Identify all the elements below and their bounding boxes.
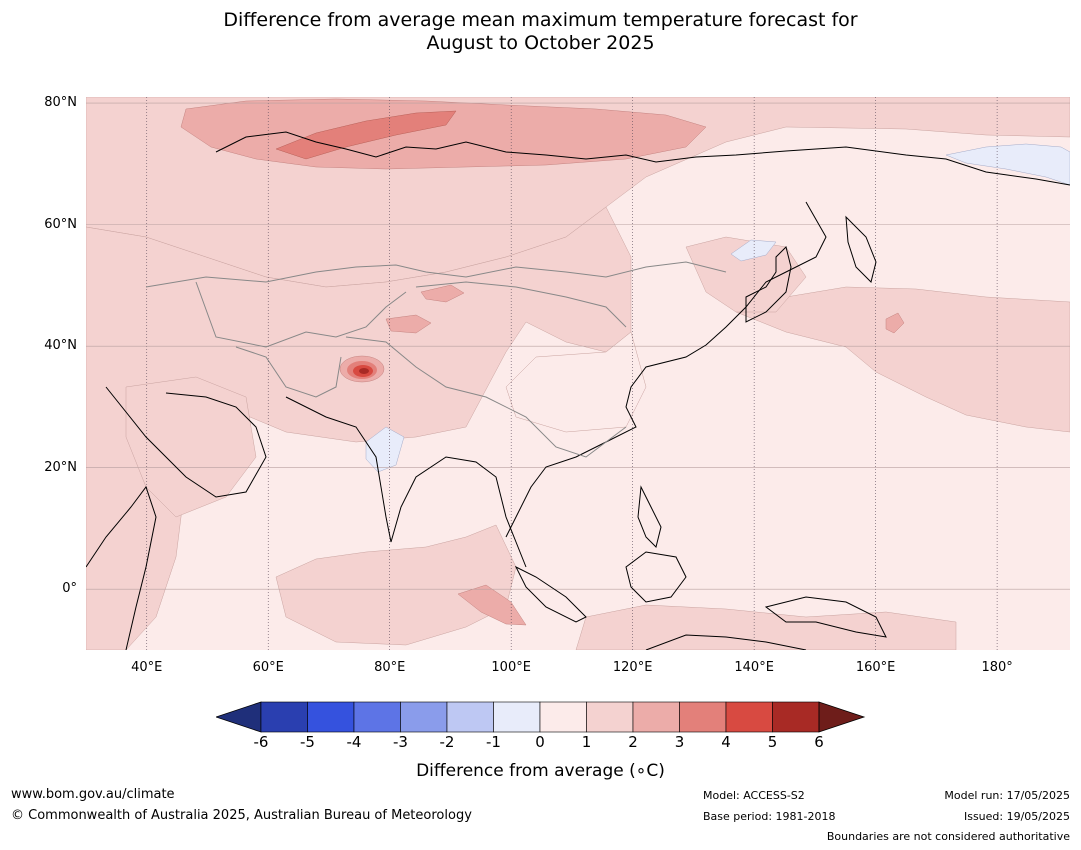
website-link[interactable]: www.bom.gov.au/climate [11,787,175,802]
copyright-text: © Commonwealth of Australia 2025, Austra… [11,808,472,823]
border-mongolia [415,281,627,328]
colorbar-tick-label: 5 [767,733,778,751]
colorbar-segment [679,701,727,733]
colorbar-segment [539,701,587,733]
border-russia-south [145,261,727,288]
lon-label: 140°E [734,660,774,675]
coastline-philippines [637,485,662,548]
colorbar-segment [493,701,541,733]
country-borders [145,261,727,458]
disclaimer-text: Boundaries are not considered authoritat… [826,830,1070,843]
lon-label: 160°E [855,660,896,675]
anomaly-japan-strip [685,236,807,313]
anomaly-mongolia-small [420,284,465,303]
coastline-borneo [625,551,687,603]
colorbar-segment [353,701,401,733]
anomaly-tibet-hotspot [339,355,385,383]
anomaly-india-cool [365,426,405,473]
colorbar-segment [586,701,634,733]
colorbar-tick-label: -3 [393,733,408,751]
colorbar-tick-label: 3 [674,733,685,751]
colorbar-tick-label: 0 [535,733,545,751]
border-kazakhstan [195,281,407,348]
colorbar-extend-high [818,701,866,733]
anomaly-png-band [575,604,957,650]
model-text: Model: ACCESS-S2 [703,789,805,802]
lat-label: 0° [62,581,77,597]
anomaly-northwest-russia-peak [275,110,457,160]
coastline-japan [745,246,792,323]
border-china [345,336,627,458]
colorbar-tick-label: 2 [628,733,638,751]
coastline-south-asia [285,396,527,568]
anomaly-arabia [125,376,257,518]
colorbar-segment [725,701,773,733]
colorbar-title: Difference from average (∘C) [416,761,665,781]
lon-label: 80°E [374,660,406,675]
colorbar-segment [772,701,820,733]
map-canvas [86,97,1070,650]
colorbar-segment [260,701,308,733]
title-line-1: Difference from average mean maximum tem… [223,9,858,31]
colorbar [216,701,866,733]
coastline-arabia [105,386,267,498]
lat-label: 20°N [44,459,77,475]
anomaly-sumatra-band [457,584,527,626]
lon-label: 180° [981,660,1013,675]
lon-label: 120°E [612,660,653,675]
title-line-2: August to October 2025 [426,32,655,54]
anomaly-east-siberia-cool [945,143,1070,186]
lat-label: 80°N [44,95,77,111]
coastline-australia-north [645,634,807,650]
anomaly-pacific-northwest [735,286,1070,433]
base-period-text: Base period: 1981-2018 [703,810,836,823]
colorbar-tick-label: -4 [346,733,362,751]
coastline-sumatra [514,565,587,623]
coastline-africa-east [86,485,157,650]
lon-label: 40°E [131,660,163,675]
colorbar-segment [307,701,355,733]
coastline-kamchatka [845,215,877,283]
colorbar-tick-label: -2 [439,733,455,751]
issued-text: Issued: 19/05/2025 [963,810,1070,823]
coastline-arctic [215,131,1070,186]
coastline-asia-east [505,201,827,538]
map-title: Difference from average mean maximum tem… [0,9,1081,55]
map-gridlines [86,97,1070,650]
anomaly-central-asia [86,206,632,650]
colorbar-tick-label: -1 [486,733,501,751]
model-run-text: Model run: 17/05/2025 [944,789,1070,802]
coastlines [86,131,1070,650]
anomaly-okhotsk-cool [730,239,777,262]
colorbar-tick-label: -5 [300,733,315,751]
forecast-map [86,97,1070,650]
colorbar-tick-label: 6 [814,733,824,751]
lon-label: 60°E [252,660,284,675]
colorbar-segment [632,701,680,733]
colorbar-segment [446,701,494,733]
colorbar-segment [400,701,448,733]
colorbar-tick-label: 4 [721,733,731,751]
anomaly-kyrgyz [385,314,432,334]
colorbar-extend-low [216,701,262,733]
lat-label: 60°N [44,216,77,232]
colorbar-tick-label: -6 [253,733,269,751]
border-iran-afg [235,346,342,398]
anomaly-pacific-spot [885,312,905,334]
coastline-png [764,596,887,638]
lat-label: 40°N [44,338,77,354]
colorbar-tick-label: 1 [581,733,592,751]
lon-label: 100°E [491,660,531,675]
